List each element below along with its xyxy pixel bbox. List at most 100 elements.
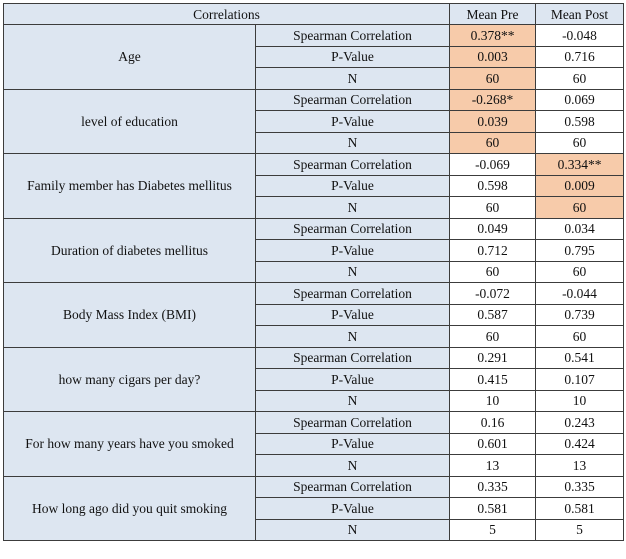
statistic-label: Spearman Correlation bbox=[255, 88, 450, 111]
statistic-label: Spearman Correlation bbox=[255, 346, 450, 369]
mean-post-value: 10 bbox=[535, 389, 624, 412]
mean-post-value: -0.044 bbox=[535, 282, 624, 305]
mean-pre-value: 13 bbox=[449, 454, 536, 477]
mean-post-value: 60 bbox=[535, 196, 624, 219]
mean-pre-value: 0.039 bbox=[449, 110, 536, 133]
table-row: Duration of diabetes mellitus Spearman Co… bbox=[3, 217, 624, 283]
table-row: P-Value 0.598 0.009 bbox=[4, 174, 624, 197]
mean-pre-value: 5 bbox=[449, 518, 536, 541]
mean-post-value: 0.581 bbox=[535, 497, 624, 520]
correlation-table: Correlations Mean Pre Mean Post Age Spear… bbox=[3, 3, 624, 541]
statistic-label: N bbox=[255, 389, 450, 412]
mean-post-value: 60 bbox=[535, 260, 624, 283]
mean-post-value: 60 bbox=[535, 131, 624, 154]
table-row: how many cigars per day? Spearman Correla… bbox=[3, 346, 624, 412]
mean-post-value: 0.424 bbox=[535, 432, 624, 455]
table-row: level of education Spearman Correlation -0… bbox=[3, 88, 624, 154]
mean-post-value: 0.795 bbox=[535, 239, 624, 262]
header-mean-pre: Mean Pre bbox=[449, 3, 536, 25]
mean-pre-value: 0.291 bbox=[449, 346, 536, 369]
variable-label: For how many years have you smoked bbox=[3, 411, 256, 477]
table-row: P-Value 0.601 0.424 bbox=[4, 432, 624, 455]
statistic-label: P-Value bbox=[255, 239, 450, 262]
statistic-label: N bbox=[255, 131, 450, 154]
statistic-label: N bbox=[255, 454, 450, 477]
mean-pre-value: 0.378** bbox=[449, 24, 536, 47]
statistic-label: Spearman Correlation bbox=[255, 411, 450, 434]
variable-label: how many cigars per day? bbox=[3, 346, 256, 412]
mean-pre-value: 60 bbox=[449, 131, 536, 154]
table-row: P-Value 0.415 0.107 bbox=[4, 368, 624, 391]
statistic-label: Spearman Correlation bbox=[255, 282, 450, 305]
mean-pre-value: 0.601 bbox=[449, 432, 536, 455]
statistic-label: P-Value bbox=[255, 174, 450, 197]
mean-pre-value: -0.069 bbox=[449, 153, 536, 176]
table-row: For how many years have you smoked Spearm… bbox=[3, 411, 624, 477]
mean-pre-value: 0.587 bbox=[449, 303, 536, 326]
statistic-label: N bbox=[255, 325, 450, 348]
mean-post-value: 0.541 bbox=[535, 346, 624, 369]
mean-post-value: 60 bbox=[535, 67, 624, 90]
table-row: How long ago did you quit smoking Spearma… bbox=[3, 475, 624, 541]
table-row: P-Value 0.039 0.598 bbox=[4, 110, 624, 133]
statistic-label: P-Value bbox=[255, 110, 450, 133]
table-body: Age Spearman Correlation 0.378** -0.048 P-Va… bbox=[3, 24, 624, 541]
mean-post-value: 0.716 bbox=[535, 45, 624, 68]
mean-post-value: 0.739 bbox=[535, 303, 624, 326]
table-row: N 60 60 bbox=[4, 131, 624, 154]
table-header-row: Correlations Mean Pre Mean Post bbox=[3, 3, 624, 25]
mean-post-value: 0.243 bbox=[535, 411, 624, 434]
variable-label: Body Mass Index (BMI) bbox=[3, 282, 256, 348]
mean-pre-value: -0.268* bbox=[449, 88, 536, 111]
mean-pre-value: 60 bbox=[449, 196, 536, 219]
mean-post-value: -0.048 bbox=[535, 24, 624, 47]
mean-pre-value: 10 bbox=[449, 389, 536, 412]
statistic-label: N bbox=[255, 196, 450, 219]
header-correlations: Correlations bbox=[3, 3, 450, 25]
statistic-label: Spearman Correlation bbox=[255, 153, 450, 176]
table-row: N 60 60 bbox=[4, 325, 624, 348]
statistic-label: Spearman Correlation bbox=[255, 217, 450, 240]
mean-post-value: 0.335 bbox=[535, 475, 624, 498]
statistic-label: Spearman Correlation bbox=[255, 475, 450, 498]
table-row: N 60 60 bbox=[4, 67, 624, 90]
statistic-label: N bbox=[255, 518, 450, 541]
statistic-label: N bbox=[255, 260, 450, 283]
table-row: P-Value 0.587 0.739 bbox=[4, 303, 624, 326]
statistic-label: P-Value bbox=[255, 303, 450, 326]
mean-post-value: 0.034 bbox=[535, 217, 624, 240]
mean-pre-value: -0.072 bbox=[449, 282, 536, 305]
table-row: Age Spearman Correlation 0.378** -0.048 bbox=[3, 24, 624, 90]
mean-post-value: 0.598 bbox=[535, 110, 624, 133]
table-row: Family member has Diabetes mellitus Spear… bbox=[3, 153, 624, 219]
mean-pre-value: 0.598 bbox=[449, 174, 536, 197]
mean-post-value: 5 bbox=[535, 518, 624, 541]
table-row: P-Value 0.581 0.581 bbox=[4, 497, 624, 520]
variable-label: How long ago did you quit smoking bbox=[3, 475, 256, 541]
mean-pre-value: 60 bbox=[449, 260, 536, 283]
mean-pre-value: 0.712 bbox=[449, 239, 536, 262]
statistic-label: P-Value bbox=[255, 432, 450, 455]
table-row: Body Mass Index (BMI) Spearman Correlatio… bbox=[3, 282, 624, 348]
variable-label: Age bbox=[3, 24, 256, 90]
mean-pre-value: 60 bbox=[449, 325, 536, 348]
statistic-label: P-Value bbox=[255, 497, 450, 520]
statistic-label: Spearman Correlation bbox=[255, 24, 450, 47]
variable-label: level of education bbox=[3, 88, 256, 154]
mean-pre-value: 0.16 bbox=[449, 411, 536, 434]
mean-post-value: 13 bbox=[535, 454, 624, 477]
header-mean-post: Mean Post bbox=[535, 3, 624, 25]
mean-pre-value: 0.049 bbox=[449, 217, 536, 240]
mean-post-value: 0.069 bbox=[535, 88, 624, 111]
table-row: P-Value 0.712 0.795 bbox=[4, 239, 624, 262]
variable-label: Family member has Diabetes mellitus bbox=[3, 153, 256, 219]
mean-pre-value: 0.581 bbox=[449, 497, 536, 520]
variable-label: Duration of diabetes mellitus bbox=[3, 217, 256, 283]
correlation-table-container: Correlations Mean Pre Mean Post Age Spear… bbox=[3, 3, 624, 541]
mean-pre-value: 0.415 bbox=[449, 368, 536, 391]
mean-post-value: 0.107 bbox=[535, 368, 624, 391]
table-row: N 13 13 bbox=[4, 454, 624, 477]
mean-pre-value: 60 bbox=[449, 67, 536, 90]
mean-post-value: 60 bbox=[535, 325, 624, 348]
